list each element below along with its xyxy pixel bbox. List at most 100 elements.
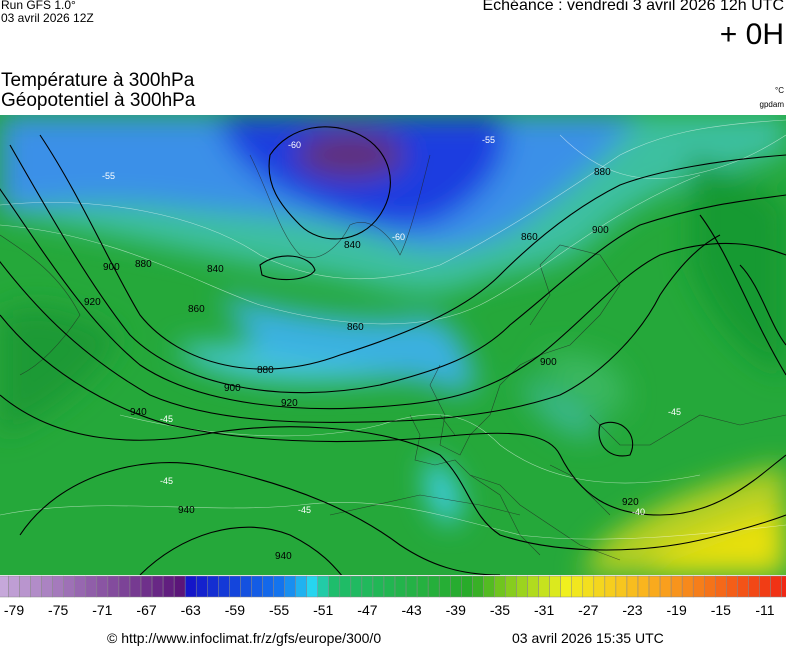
color-swatch (151, 575, 164, 598)
color-swatch (306, 575, 318, 598)
color-swatch (350, 575, 363, 598)
color-swatch (195, 575, 208, 598)
color-swatch (0, 575, 9, 598)
color-swatch (30, 575, 42, 598)
contour-label: -45 (160, 476, 173, 486)
contour-label: 880 (594, 167, 611, 178)
run-date: 03 avril 2026 12Z (1, 11, 94, 25)
scale-label: -75 (48, 602, 68, 618)
color-swatch (74, 575, 87, 598)
color-swatch (427, 575, 440, 598)
contour-label: 940 (130, 407, 147, 418)
color-swatch (405, 575, 418, 598)
color-swatch (41, 575, 53, 598)
scale-label: -19 (667, 602, 687, 618)
color-swatch (770, 575, 782, 598)
footer-timestamp: 03 avril 2026 15:35 UTC (512, 630, 664, 646)
contour-label: 860 (521, 232, 538, 243)
color-swatch (129, 575, 142, 598)
contour-label: 940 (178, 505, 195, 516)
contour-label: -60 (288, 140, 301, 150)
title-geopotential: Géopotentiel à 300hPa (1, 90, 196, 111)
color-swatch (637, 575, 650, 598)
color-swatch (516, 575, 528, 598)
contour-label: -60 (392, 232, 405, 242)
geopotential-contours (0, 126, 786, 575)
scale-label: -67 (136, 602, 156, 618)
temperature-field (0, 115, 786, 575)
offset: + 0H (719, 18, 784, 51)
color-swatch (85, 575, 98, 598)
contour-label: 900 (103, 262, 120, 273)
scale-label: -39 (446, 602, 466, 618)
color-swatch (560, 575, 572, 598)
contour-label: 860 (347, 322, 364, 333)
color-swatch (328, 575, 341, 598)
contour-label: -45 (160, 414, 173, 424)
color-swatch (107, 575, 120, 598)
color-swatch (19, 575, 31, 598)
run-label: Run GFS 1.0° (1, 0, 76, 12)
contour-label: 860 (188, 304, 205, 315)
contour-label: 920 (84, 297, 101, 308)
isotherms (0, 119, 786, 540)
color-swatch (284, 575, 296, 598)
color-swatch (681, 575, 694, 598)
title-temperature: Température à 300hPa (1, 70, 195, 91)
scale-label: -31 (534, 602, 554, 618)
color-swatch (207, 575, 219, 598)
color-swatch (251, 575, 263, 598)
contour-label: 920 (622, 497, 639, 508)
color-swatch (593, 575, 606, 598)
contour-label: -40 (632, 507, 645, 517)
contour-label: 880 (135, 259, 152, 270)
contour-label: 840 (207, 264, 224, 275)
color-swatch (240, 575, 252, 598)
unit-temp: °C (775, 86, 784, 95)
scale-label: -27 (578, 602, 598, 618)
scale-label: -63 (181, 602, 201, 618)
color-swatch (759, 575, 771, 598)
contour-label: 840 (344, 240, 361, 251)
color-swatch (8, 575, 20, 598)
contour-label: 900 (540, 357, 557, 368)
color-swatch (416, 575, 429, 598)
unit-geo: gpdam (759, 100, 784, 109)
contour-label: 900 (592, 225, 609, 236)
color-swatch (737, 575, 749, 598)
color-swatch (615, 575, 628, 598)
color-swatch (692, 575, 705, 598)
color-swatch (273, 575, 285, 598)
contour-label: -55 (102, 171, 115, 181)
color-swatch (184, 575, 197, 598)
color-swatch (549, 575, 561, 598)
color-swatch (648, 575, 661, 598)
color-swatch (218, 575, 230, 598)
scale-label: -23 (622, 602, 642, 618)
color-swatch (140, 575, 153, 598)
contour-labels: 900 880 860 840 920 940 940 940 860 880 … (84, 135, 681, 562)
color-scale: -79 -75 -71 -67 -63 -59 -55 -51 -47 -43 -39 -35 -31 -… (0, 575, 786, 618)
color-swatch (295, 575, 307, 598)
color-swatch (317, 575, 330, 598)
color-swatch (394, 575, 407, 598)
contour-label: -45 (668, 407, 681, 417)
color-swatch (781, 575, 786, 598)
contour-label: 880 (257, 365, 274, 376)
color-swatch (383, 575, 396, 598)
color-swatch (449, 575, 462, 598)
scale-label: -47 (357, 602, 377, 618)
color-swatch (339, 575, 352, 598)
map: 900 880 860 840 920 940 940 940 860 880 … (0, 115, 786, 575)
color-swatch (726, 575, 738, 598)
scale-label: -55 (269, 602, 289, 618)
color-swatch (229, 575, 241, 598)
scale-label: -51 (313, 602, 333, 618)
scale-label: -79 (4, 602, 24, 618)
color-swatch (173, 575, 186, 598)
color-swatch (626, 575, 639, 598)
color-swatch (118, 575, 131, 598)
contour-label: -45 (298, 505, 311, 515)
color-swatch (494, 575, 506, 598)
color-swatch (538, 575, 550, 598)
